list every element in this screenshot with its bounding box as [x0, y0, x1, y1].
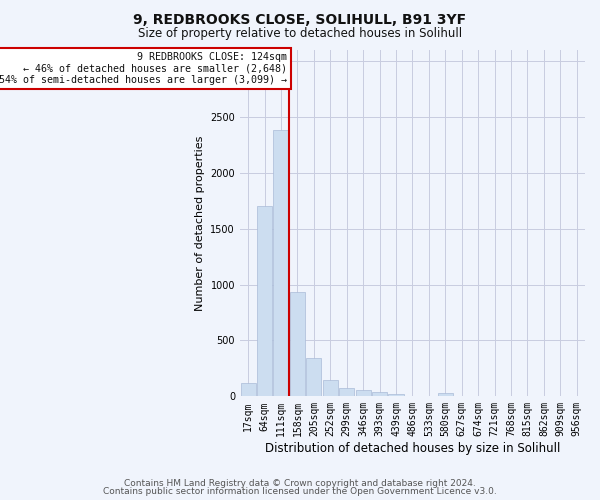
- Bar: [306, 358, 322, 397]
- Bar: [274, 130, 289, 396]
- X-axis label: Distribution of detached houses by size in Solihull: Distribution of detached houses by size …: [265, 442, 560, 455]
- Bar: [356, 390, 371, 396]
- Text: Contains HM Land Registry data © Crown copyright and database right 2024.: Contains HM Land Registry data © Crown c…: [124, 478, 476, 488]
- Bar: [257, 206, 272, 396]
- Bar: [388, 394, 404, 396]
- Text: 9, REDBROOKS CLOSE, SOLIHULL, B91 3YF: 9, REDBROOKS CLOSE, SOLIHULL, B91 3YF: [133, 12, 467, 26]
- Bar: [438, 393, 453, 396]
- Bar: [323, 380, 338, 396]
- Bar: [372, 392, 387, 396]
- Y-axis label: Number of detached properties: Number of detached properties: [195, 136, 205, 311]
- Text: Size of property relative to detached houses in Solihull: Size of property relative to detached ho…: [138, 28, 462, 40]
- Bar: [241, 384, 256, 396]
- Text: 9 REDBROOKS CLOSE: 124sqm
← 46% of detached houses are smaller (2,648)
54% of se: 9 REDBROOKS CLOSE: 124sqm ← 46% of detac…: [0, 52, 287, 85]
- Text: Contains public sector information licensed under the Open Government Licence v3: Contains public sector information licen…: [103, 487, 497, 496]
- Bar: [339, 388, 354, 396]
- Bar: [290, 292, 305, 397]
